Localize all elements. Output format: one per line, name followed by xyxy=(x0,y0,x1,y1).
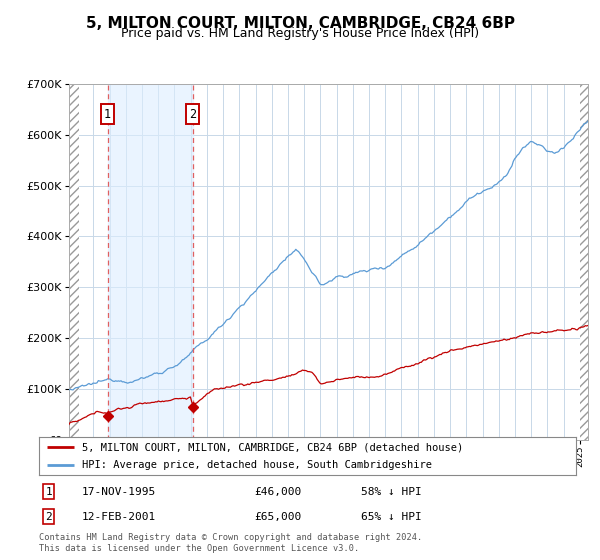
Text: 17-NOV-1995: 17-NOV-1995 xyxy=(82,487,156,497)
Text: 1: 1 xyxy=(104,108,111,121)
Bar xyxy=(69,84,79,440)
Text: 58% ↓ HPI: 58% ↓ HPI xyxy=(361,487,422,497)
Text: 5, MILTON COURT, MILTON, CAMBRIDGE, CB24 6BP (detached house): 5, MILTON COURT, MILTON, CAMBRIDGE, CB24… xyxy=(82,442,463,452)
Text: Price paid vs. HM Land Registry's House Price Index (HPI): Price paid vs. HM Land Registry's House … xyxy=(121,27,479,40)
Bar xyxy=(580,84,588,440)
Text: 5, MILTON COURT, MILTON, CAMBRIDGE, CB24 6BP: 5, MILTON COURT, MILTON, CAMBRIDGE, CB24… xyxy=(86,16,515,31)
Text: 2: 2 xyxy=(189,108,196,121)
Text: £65,000: £65,000 xyxy=(254,512,301,522)
Bar xyxy=(107,84,193,440)
Text: 2: 2 xyxy=(45,512,52,522)
Text: Contains HM Land Registry data © Crown copyright and database right 2024.
This d: Contains HM Land Registry data © Crown c… xyxy=(39,533,422,553)
Text: 65% ↓ HPI: 65% ↓ HPI xyxy=(361,512,422,522)
Text: 1: 1 xyxy=(45,487,52,497)
Text: 12-FEB-2001: 12-FEB-2001 xyxy=(82,512,156,522)
Text: HPI: Average price, detached house, South Cambridgeshire: HPI: Average price, detached house, Sout… xyxy=(82,460,432,470)
Text: £46,000: £46,000 xyxy=(254,487,301,497)
